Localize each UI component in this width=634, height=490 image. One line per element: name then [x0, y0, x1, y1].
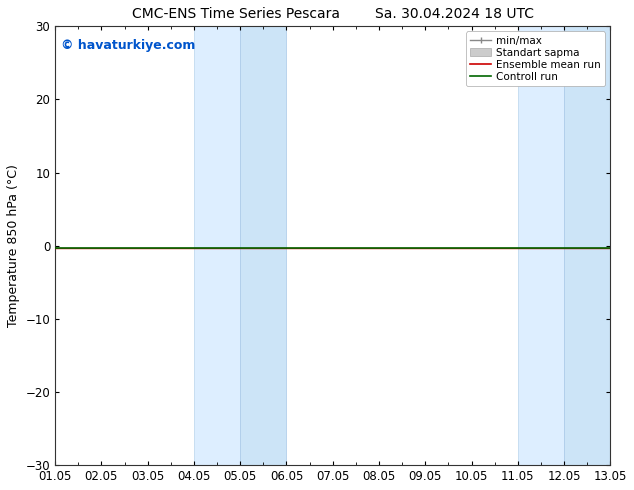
Bar — [194, 26, 240, 465]
Bar — [240, 26, 287, 465]
Y-axis label: Temperature 850 hPa (°C): Temperature 850 hPa (°C) — [7, 164, 20, 327]
Bar — [564, 26, 611, 465]
Legend: min/max, Standart sapma, Ensemble mean run, Controll run: min/max, Standart sapma, Ensemble mean r… — [466, 31, 605, 86]
Title: CMC-ENS Time Series Pescara        Sa. 30.04.2024 18 UTC: CMC-ENS Time Series Pescara Sa. 30.04.20… — [132, 7, 534, 21]
Text: © havaturkiye.com: © havaturkiye.com — [61, 40, 195, 52]
Bar — [518, 26, 564, 465]
